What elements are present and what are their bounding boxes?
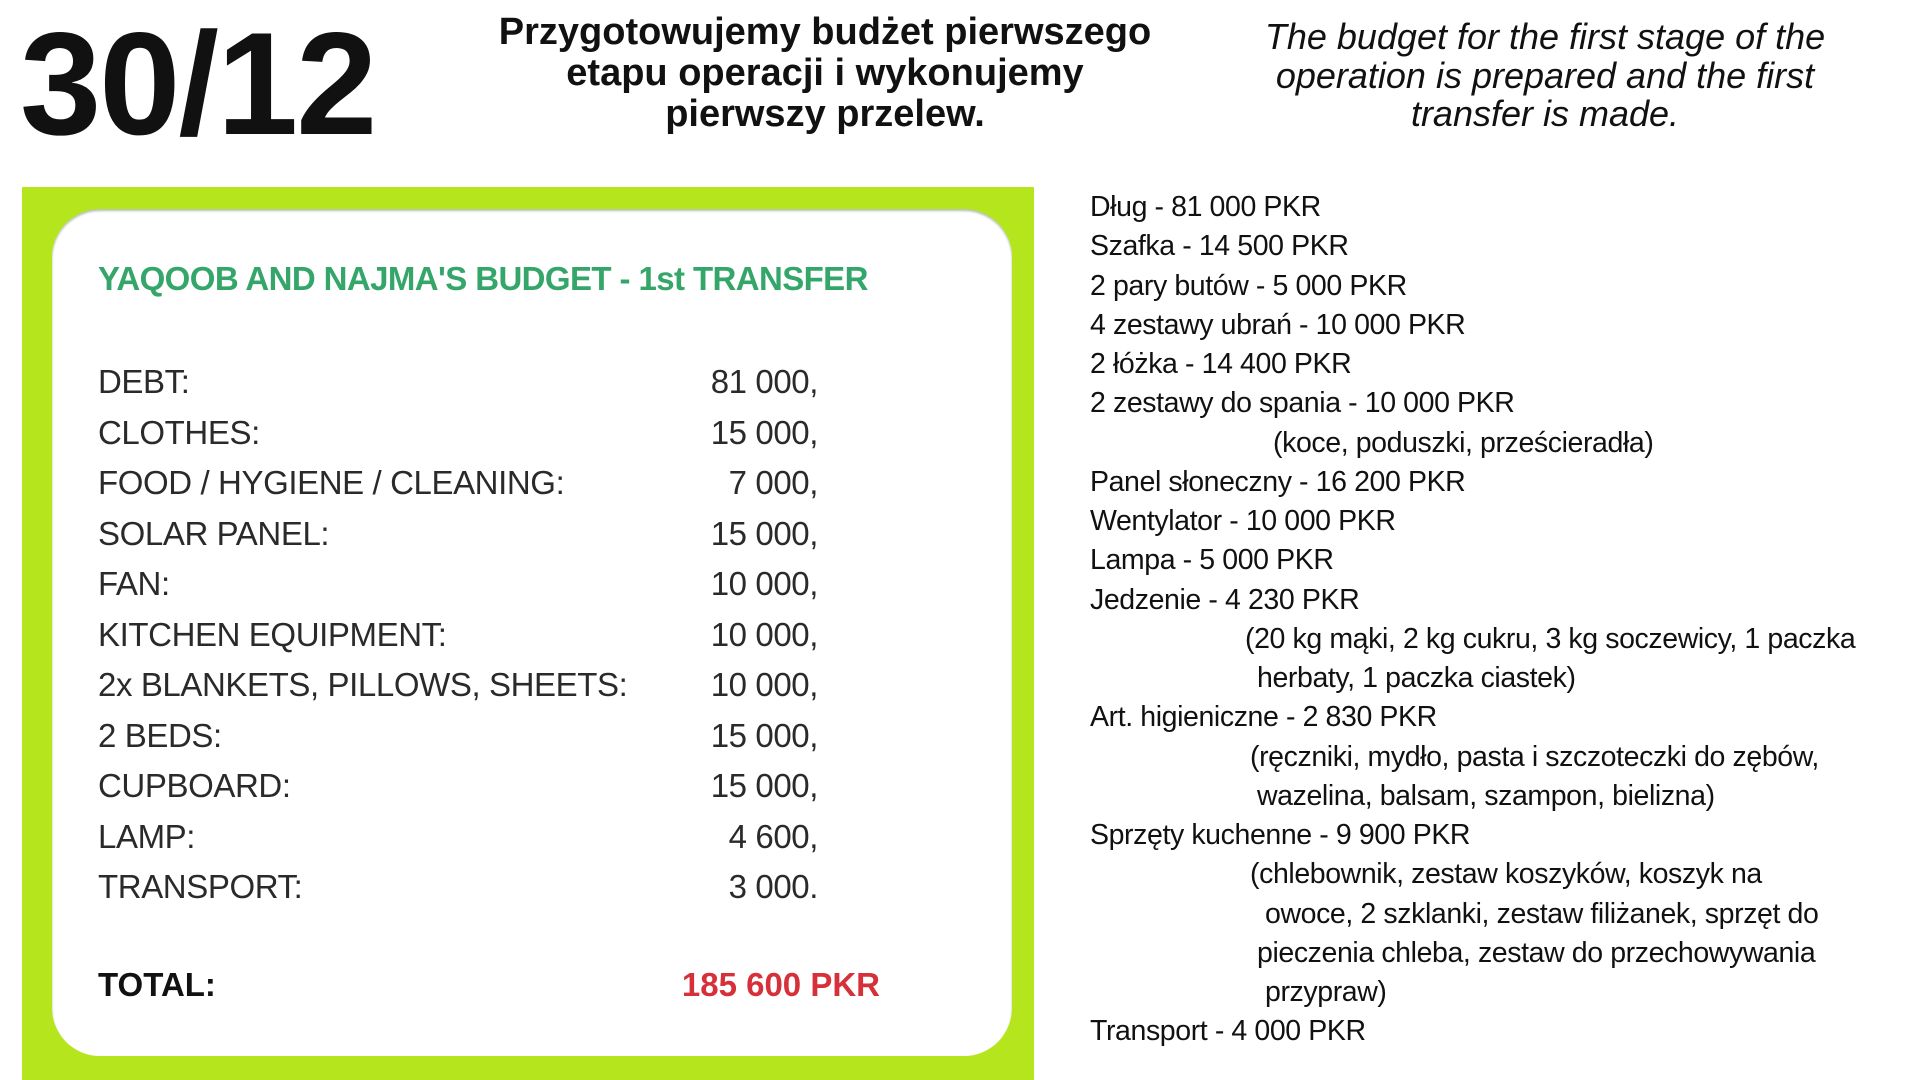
details-note: (ręczniki, mydło, pasta i szczoteczki do… xyxy=(1250,740,1819,773)
budget-row-label: 2 BEDS: xyxy=(98,716,222,754)
budget-row-amount: 7 000, xyxy=(728,464,819,501)
budget-row-amount: 10 000, xyxy=(710,615,819,653)
budget-row-label: LAMP: xyxy=(98,817,196,855)
budget-row-amount: 15 000, xyxy=(710,413,819,451)
details-item: 2 łóżka - 14 400 PKR xyxy=(1090,348,1352,380)
budget-row-amount: 3 000. xyxy=(728,868,819,905)
details-item: Art. higieniczne - 2 830 PKR xyxy=(1090,701,1437,734)
budget-title: YAQOOB AND NAJMA'S BUDGET - 1st TRANSFER xyxy=(98,260,868,297)
budget-total-row: TOTAL: 185 600 PKR xyxy=(98,966,880,1004)
details-item: Sprzęty kuchenne - 9 900 PKR xyxy=(1090,819,1471,851)
budget-row: FAN: 10 000, xyxy=(98,565,818,609)
details-item: 4 zestawy ubrań - 10 000 PKR xyxy=(1090,308,1466,341)
budget-row: KITCHEN EQUIPMENT: 10 000, xyxy=(98,616,818,660)
english-title-line: The budget for the first stage of the xyxy=(1264,16,1826,57)
english-title-line: transfer is made. xyxy=(1410,93,1680,134)
details-note: pieczenia chleba, zestaw do przechowywan… xyxy=(1257,936,1816,969)
details-note: (20 kg mąki, 2 kg cukru, 3 kg soczewicy,… xyxy=(1245,622,1856,655)
budget-row-amount: 15 000, xyxy=(710,514,819,552)
total-amount: 185 600 PKR xyxy=(681,966,880,1003)
budget-row-label: TRANSPORT: xyxy=(98,868,303,905)
polish-title: Przygotowujemy budżet pierwszego etapu o… xyxy=(455,12,1195,135)
budget-row-amount: 81 000, xyxy=(710,363,819,400)
date-heading: 30/12 xyxy=(20,2,377,165)
budget-row-amount: 10 000, xyxy=(710,565,819,602)
polish-title-line: Przygotowujemy budżet pierwszego xyxy=(498,11,1152,53)
budget-row-label: FAN: xyxy=(98,565,170,602)
budget-row-amount: 4 600, xyxy=(728,817,819,855)
budget-row: CUPBOARD: 15 000, xyxy=(98,767,818,811)
details-note: (koce, poduszki, prześcieradła) xyxy=(1273,426,1654,459)
budget-row: TRANSPORT: 3 000. xyxy=(98,868,818,912)
english-title-line: operation is prepared and the first xyxy=(1275,54,1815,96)
polish-title-line: etapu operacji i wykonujemy xyxy=(566,52,1084,94)
budget-row-label: DEBT: xyxy=(98,363,190,400)
details-item: Wentylator - 10 000 PKR xyxy=(1090,505,1396,537)
budget-row: CLOTHES: 15 000, xyxy=(98,414,818,458)
details-item: Transport - 4 000 PKR xyxy=(1090,1015,1366,1048)
details-note: herbaty, 1 paczka ciastek) xyxy=(1257,662,1576,694)
budget-row: SOLAR PANEL: 15 000, xyxy=(98,515,818,559)
budget-row-label: CUPBOARD: xyxy=(98,767,291,804)
total-label: TOTAL: xyxy=(98,966,216,1003)
details-note: wazelina, balsam, szampon, bielizna) xyxy=(1257,779,1715,812)
budget-row-amount: 15 000, xyxy=(710,767,819,804)
budget-row-label: FOOD / HYGIENE / CLEANING: xyxy=(98,464,565,501)
budget-row-amount: 15 000, xyxy=(710,716,819,754)
budget-row: LAMP: 4 600, xyxy=(98,818,818,862)
details-item: 2 pary butów - 5 000 PKR xyxy=(1090,269,1407,302)
budget-row-label: KITCHEN EQUIPMENT: xyxy=(98,615,447,653)
details-note: owoce, 2 szklanki, zestaw filiżanek, spr… xyxy=(1265,897,1819,930)
details-item: Szafka - 14 500 PKR xyxy=(1090,230,1349,263)
budget-row: FOOD / HYGIENE / CLEANING: 7 000, xyxy=(98,464,818,508)
details-item: Panel słoneczny - 16 200 PKR xyxy=(1090,465,1466,498)
details-note: przypraw) xyxy=(1265,976,1387,1008)
budget-row: 2x BLANKETS, PILLOWS, SHEETS: 10 000, xyxy=(98,666,818,710)
budget-row-label: SOLAR PANEL: xyxy=(98,514,330,552)
budget-row: 2 BEDS: 15 000, xyxy=(98,717,818,761)
details-item: 2 zestawy do spania - 10 000 PKR xyxy=(1090,387,1515,420)
budget-row: DEBT: 81 000, xyxy=(98,363,818,407)
english-title: The budget for the first stage of the op… xyxy=(1205,16,1885,134)
details-item: Dług - 81 000 PKR xyxy=(1090,191,1321,223)
budget-card xyxy=(52,209,1012,1056)
polish-title-line: pierwszy przelew. xyxy=(665,93,985,135)
budget-row-label: 2x BLANKETS, PILLOWS, SHEETS: xyxy=(98,666,628,703)
details-note: (chlebownik, zestaw koszyków, koszyk na xyxy=(1250,858,1762,891)
budget-row-amount: 10 000, xyxy=(710,666,819,703)
details-item: Lampa - 5 000 PKR xyxy=(1090,544,1334,577)
details-item: Jedzenie - 4 230 PKR xyxy=(1090,583,1360,616)
budget-row-label: CLOTHES: xyxy=(98,413,260,451)
